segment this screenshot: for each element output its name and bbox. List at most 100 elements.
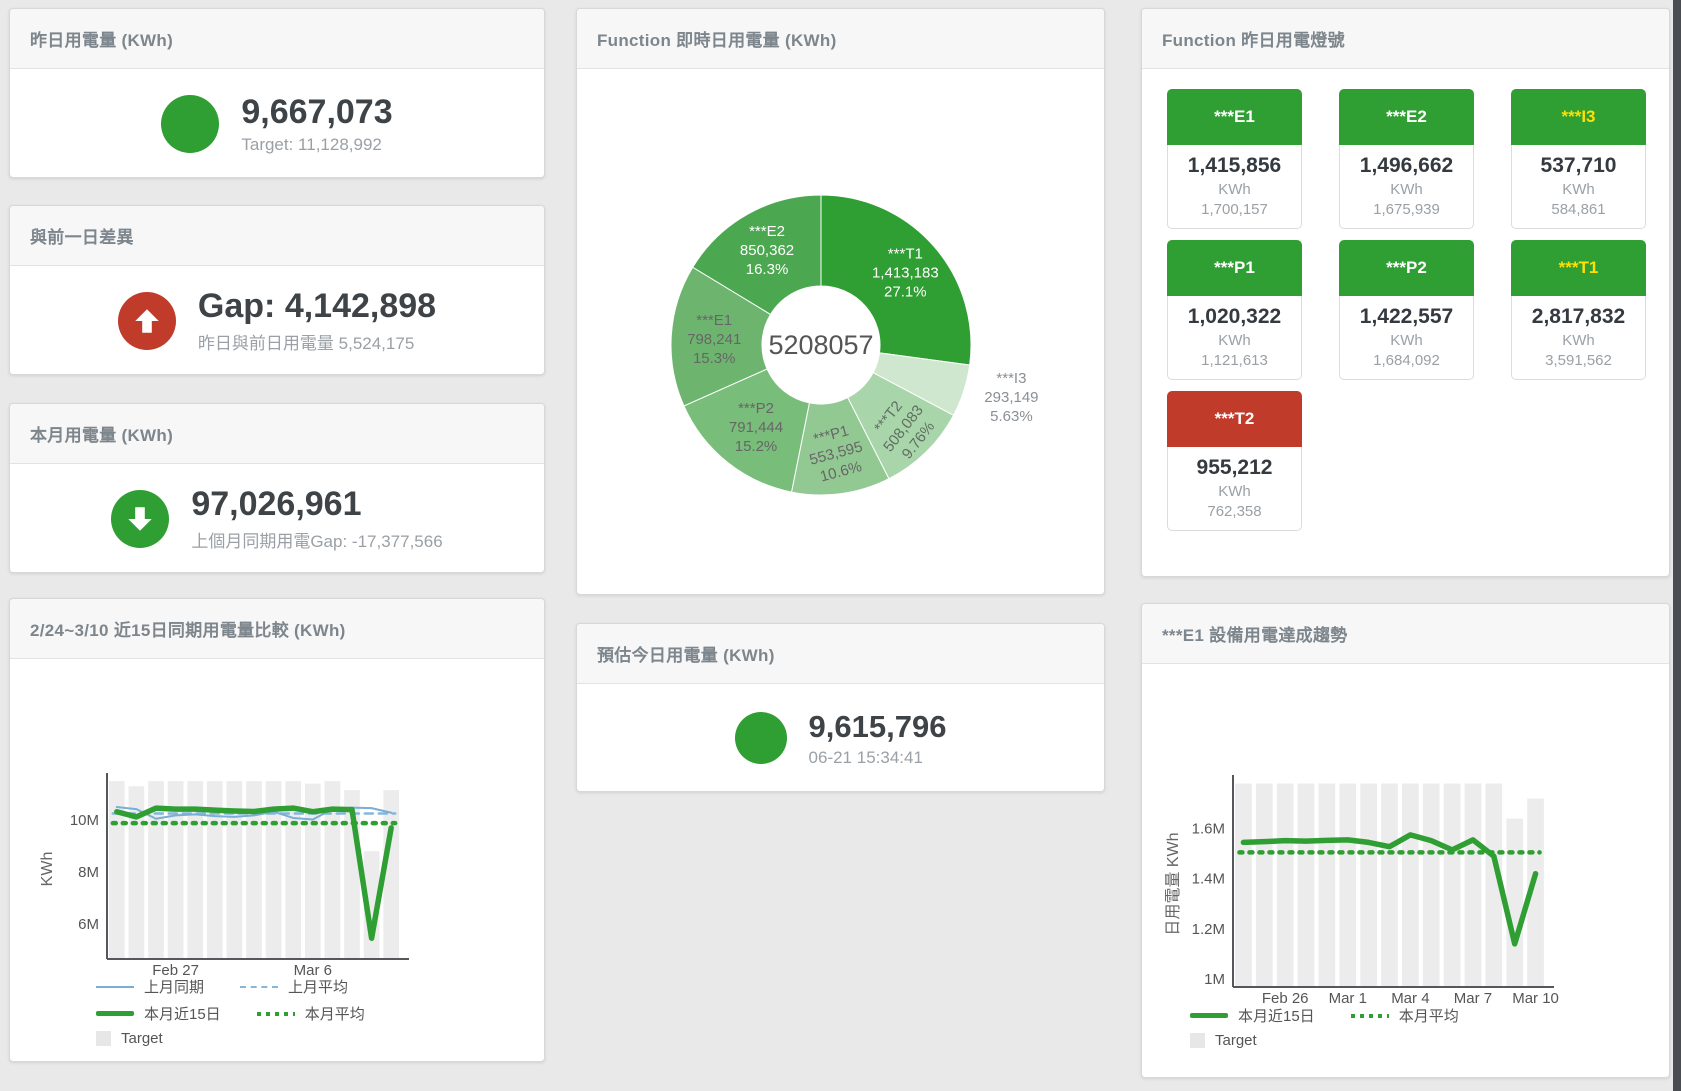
legend-item-本月平均[interactable]: 本月平均 [1350, 1005, 1459, 1026]
donut-label-***P2: ***P2 791,444 15.2% [729, 400, 783, 455]
legend-item-本月近15日[interactable]: 本月近15日 [96, 1003, 221, 1024]
tile-sub: 1,675,939 [1373, 201, 1440, 218]
tile-header: ***P1 [1167, 240, 1302, 296]
light-tile-***E2: ***E2 1,496,662 KWh 1,675,939 [1339, 89, 1474, 229]
target-bar [363, 851, 380, 959]
panel-title: ***E1 設備用電達成趨勢 [1162, 626, 1348, 645]
target-bar [246, 781, 262, 959]
target-bar [383, 790, 400, 959]
donut-label-***E1: ***E1 798,241 15.3% [687, 312, 741, 367]
legend-item-上月同期[interactable]: 上月同期 [96, 976, 204, 997]
y-tick-label: 10M [70, 812, 99, 829]
target-bar [1255, 783, 1273, 987]
y-tick-label: 1M [1204, 971, 1225, 988]
day-gap-subtitle: 昨日與前日用電量 5,524,175 [197, 334, 415, 353]
target-bar [148, 781, 164, 959]
tile-sub: 762,358 [1207, 503, 1262, 520]
x-tick-label: Mar 7 [1454, 990, 1492, 1007]
vertical-scrollbar[interactable] [1673, 0, 1681, 1091]
tile-unit: KWh [1390, 332, 1423, 349]
target-bar [1506, 818, 1524, 987]
legend-item-本月平均[interactable]: 本月平均 [256, 1003, 365, 1024]
series-本月近15日 [1240, 832, 1539, 947]
realtime-donut-chart[interactable]: ***T1 1,413,183 27.1% ***I3 293,149 5.63% ***T… [577, 70, 1104, 594]
legend-item-Target[interactable]: Target [1190, 1032, 1257, 1049]
tile-sub: 3,591,562 [1545, 352, 1612, 369]
compare-legend: 上月同期 上月平均本月近15日 本月平均 Target [96, 976, 365, 1047]
legend-item-Target[interactable]: Target [96, 1030, 163, 1047]
legend-marker [96, 985, 134, 988]
panel-15day-compare: 2/24~3/10 近15日同期用電量比較 (KWh) 6M 8M 10M Feb 2… [9, 598, 545, 1062]
tile-body: 537,710 KWh 584,861 [1511, 145, 1646, 229]
target-bar [1464, 783, 1482, 987]
target-bar [324, 781, 341, 959]
target-bar [128, 786, 145, 959]
light-tile-***I3: ***I3 537,710 KWh 584,861 [1511, 89, 1646, 229]
tile-value: 2,817,832 [1531, 305, 1626, 328]
target-bar [1339, 783, 1357, 987]
tile-header: ***E2 [1339, 89, 1474, 145]
tile-sub: 1,684,092 [1373, 352, 1440, 369]
target-bar [167, 781, 184, 959]
donut-slice-***E2[interactable] [692, 194, 822, 316]
panel-title: 預估今日用電量 (KWh) [597, 646, 775, 665]
legend-item-本月近15日[interactable]: 本月近15日 [1190, 1005, 1315, 1026]
tile-header: ***T1 [1511, 240, 1646, 296]
y-tick-label: 1.6M [1192, 821, 1225, 838]
tile-value: 955,212 [1196, 456, 1273, 479]
panel-header: Function 即時日用電量 (KWh) [577, 9, 1104, 69]
tile-sub: 1,700,157 [1201, 201, 1268, 218]
tile-body: 2,817,832 KWh 3,591,562 [1511, 296, 1646, 380]
tile-body: 1,020,322 KWh 1,121,613 [1167, 296, 1302, 380]
panel-header: 與前一日差異 [10, 206, 544, 266]
donut-label-***E2: ***E2 850,362 16.3% [740, 223, 794, 278]
target-bar [285, 781, 302, 959]
panel-title: 2/24~3/10 近15日同期用電量比較 (KWh) [30, 621, 346, 640]
tile-unit: KWh [1562, 332, 1595, 349]
donut-slice-***E1[interactable] [670, 266, 772, 407]
panel-header: Function 昨日用電燈號 [1142, 9, 1669, 69]
tile-body: 1,422,557 KWh 1,684,092 [1339, 296, 1474, 380]
panel-header: 2/24~3/10 近15日同期用電量比較 (KWh) [10, 599, 544, 659]
target-bar [187, 781, 204, 959]
legend-item-上月平均[interactable]: 上月平均 [240, 976, 348, 997]
green-status-circle [161, 94, 220, 153]
donut-label-***I3: ***I3 293,149 5.63% [984, 370, 1038, 425]
target-bar [1527, 798, 1544, 987]
panel-title: 與前一日差異 [30, 228, 134, 247]
target-bar [206, 781, 223, 959]
panel-today-estimate: 預估今日用電量 (KWh) 9,615,796 06-21 15:34:41 [576, 623, 1105, 792]
tile-value: 1,415,856 [1187, 154, 1282, 177]
tile-sub: 1,121,613 [1201, 352, 1268, 369]
x-tick-label: Feb 27 [152, 962, 199, 979]
panel-header: ***E1 設備用電達成趨勢 [1142, 604, 1669, 664]
target-bar [1297, 783, 1315, 987]
tile-unit: KWh [1218, 483, 1251, 500]
panel-title: Function 即時日用電量 (KWh) [597, 31, 837, 50]
legend-label: 上月平均 [288, 979, 349, 996]
legend-marker [240, 985, 279, 988]
legend-label: 上月同期 [144, 979, 205, 996]
compare-chart[interactable]: 6M 8M 10M Feb 27 Mar 6 KWh [10, 660, 544, 1061]
target-bar [1443, 783, 1461, 987]
yesterday-usage-target: Target: 11,128,992 [241, 134, 382, 154]
legend-marker [1190, 1033, 1205, 1048]
legend-label: 本月近15日 [1238, 1008, 1315, 1025]
tile-unit: KWh [1562, 181, 1595, 198]
legend-marker [96, 1031, 111, 1046]
e1-trend-chart[interactable]: 1M 1.2M 1.4M 1.6M Feb 26 Mar 1 Mar 4 Mar 7 Mar 1… [1142, 665, 1669, 1077]
target-bar [265, 781, 282, 959]
panel-header: 昨日用電量 (KWh) [10, 9, 544, 69]
target-bar [1360, 783, 1377, 987]
tile-header: ***I3 [1511, 89, 1646, 145]
tile-value: 537,710 [1540, 154, 1617, 177]
tile-body: 955,212 KWh 762,358 [1167, 447, 1302, 531]
donut-slice-***P2[interactable] [683, 368, 810, 493]
lights-grid: ***E1 1,415,856 KWh 1,700,157 ***E2 1,496,662… [1167, 89, 1646, 531]
y-tick-label: 8M [78, 864, 99, 881]
donut-label-***T1: ***T1 1,413,183 27.1% [872, 245, 939, 300]
donut-slice-***T1[interactable] [820, 194, 972, 366]
month-usage-gap: 上個月同期用電Gap: -17,377,566 [191, 532, 443, 551]
y-axis-label: 日用電量 KWh [1165, 832, 1182, 935]
legend-label: 本月近15日 [144, 1006, 221, 1023]
